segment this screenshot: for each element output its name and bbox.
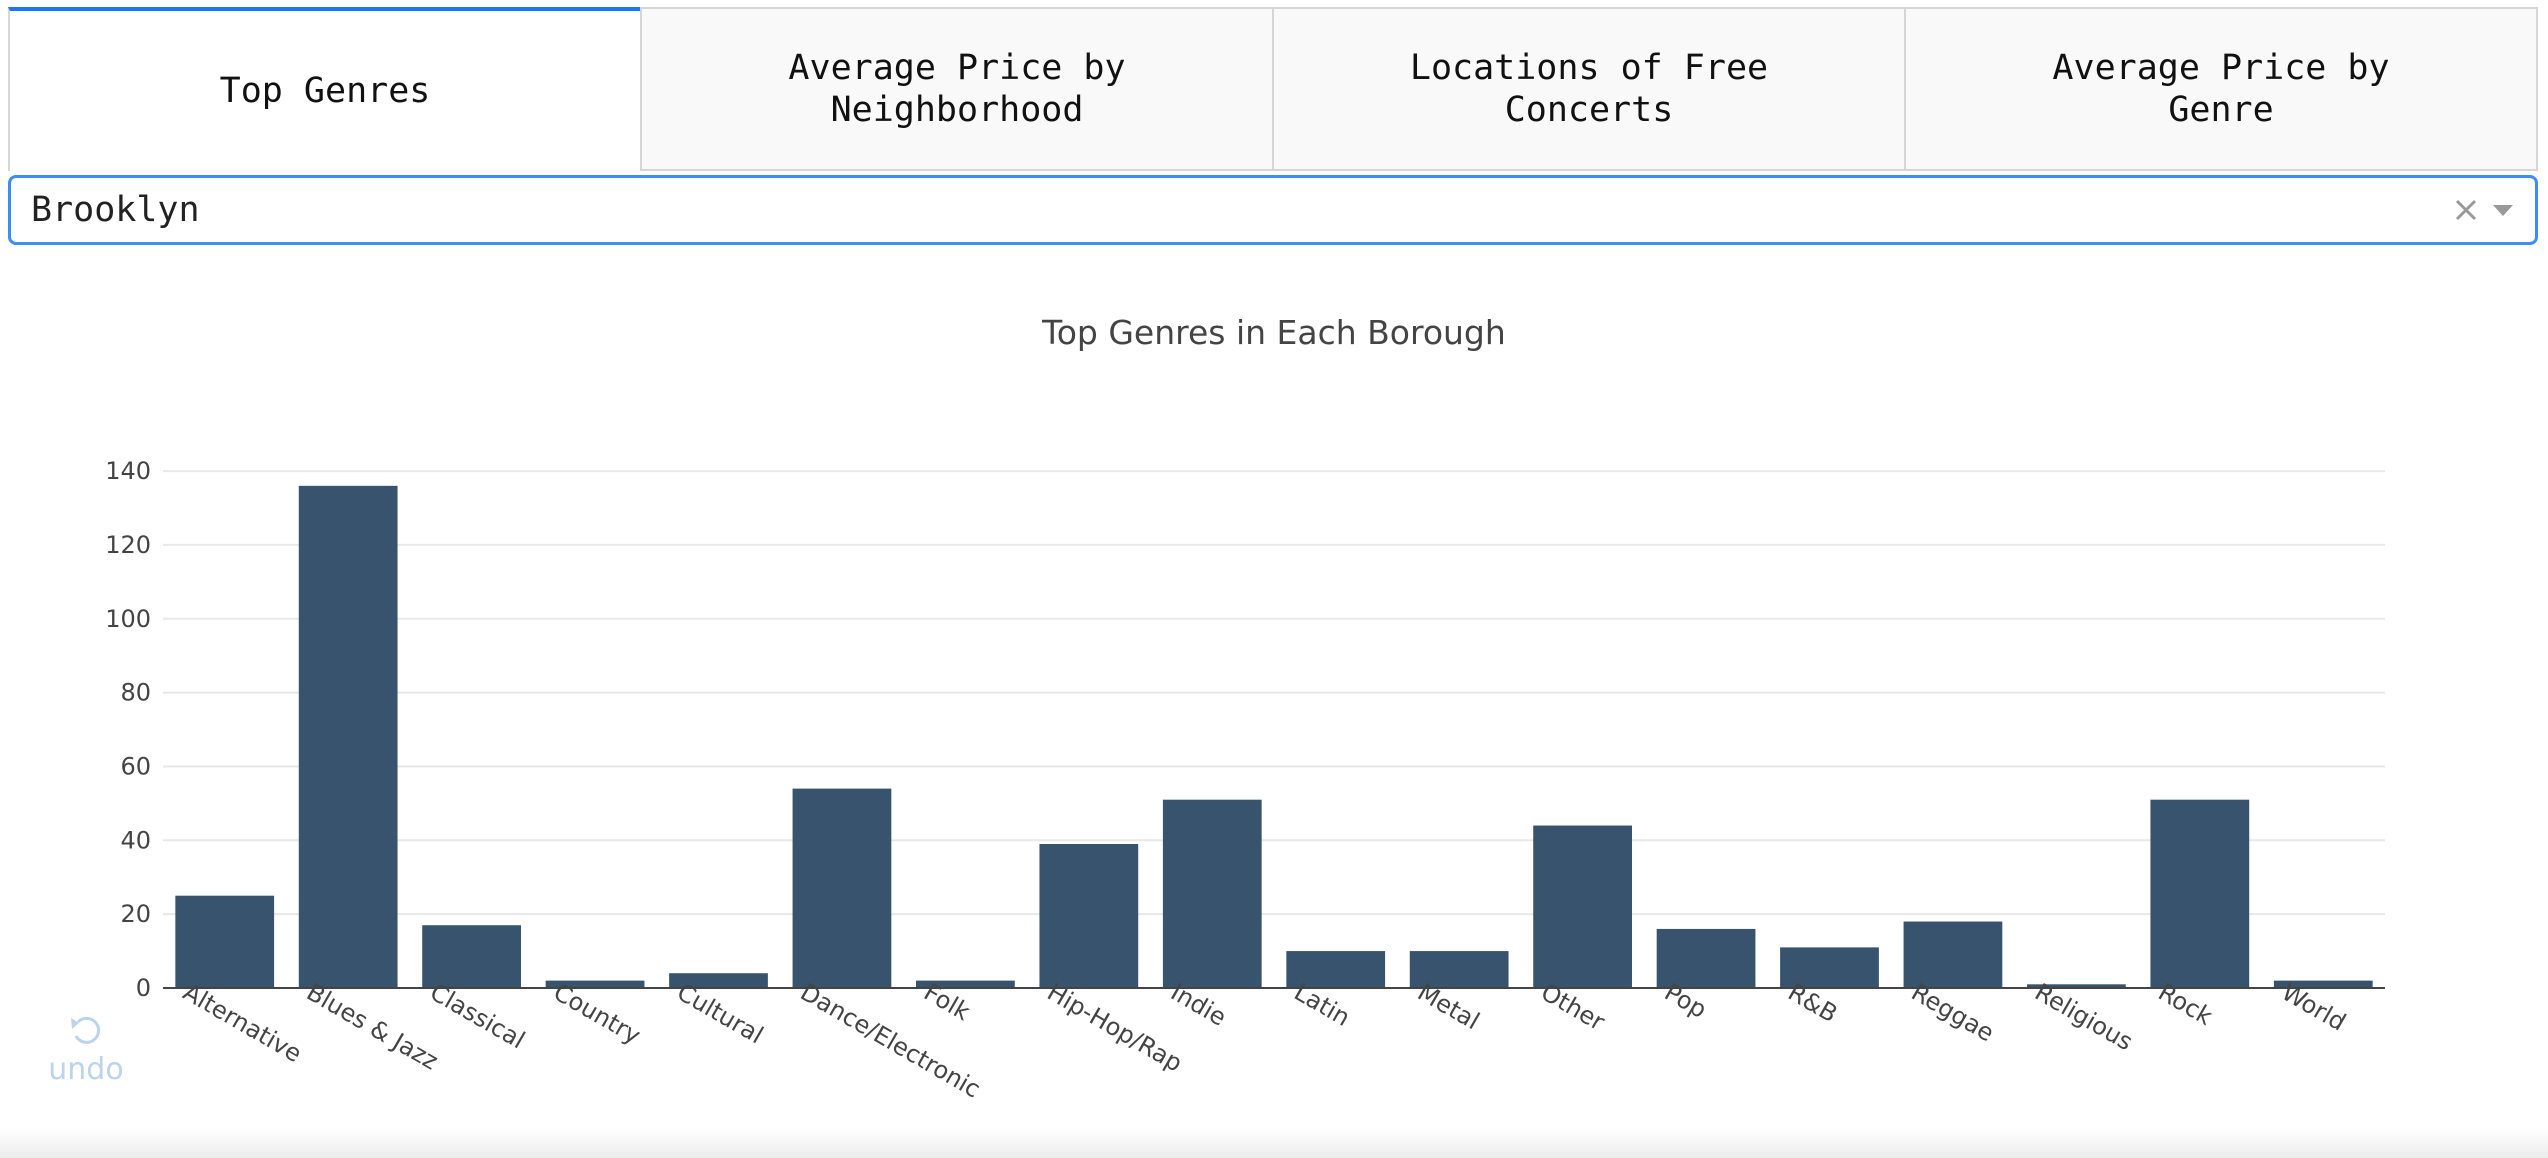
undo-label: undo (48, 1052, 124, 1087)
bar[interactable] (916, 980, 1015, 988)
tab-top-genres[interactable]: Top Genres (8, 7, 640, 171)
y-tick-label: 120 (105, 531, 151, 559)
tab-average-price-by-genre[interactable]: Average Price by Genre (1904, 7, 2538, 171)
bar[interactable] (1162, 799, 1262, 988)
bar[interactable] (1903, 921, 2003, 988)
close-icon[interactable] (2449, 193, 2483, 227)
bottom-shadow (0, 1128, 2548, 1158)
bar[interactable] (2150, 799, 2250, 988)
y-tick-label: 140 (105, 457, 151, 485)
y-tick-label: 60 (120, 752, 151, 780)
borough-dropdown[interactable]: Brooklyn (8, 175, 2538, 245)
bar[interactable] (1533, 825, 1632, 988)
y-tick-label: 0 (136, 974, 151, 1002)
tab-average-price-by-neighborhood[interactable]: Average Price by Neighborhood (640, 7, 1272, 171)
x-tick-label: Alternative (178, 978, 306, 1068)
x-tick-label: Religious (2030, 978, 2138, 1056)
y-tick-label: 100 (105, 605, 151, 633)
bar[interactable] (298, 485, 398, 988)
dropdown-selected-value: Brooklyn (31, 190, 200, 230)
bar[interactable] (1039, 844, 1139, 988)
bar[interactable] (1656, 928, 1756, 988)
y-tick-label: 40 (120, 826, 151, 854)
x-tick-label: Hip-Hop/Rap (1043, 978, 1188, 1078)
y-tick-label: 20 (120, 900, 151, 928)
bar[interactable] (1780, 947, 1879, 988)
bar[interactable] (422, 925, 521, 988)
bar[interactable] (2273, 980, 2373, 988)
undo-button[interactable]: undo (40, 1010, 132, 1087)
bar[interactable] (1286, 951, 1386, 988)
grid-lines (163, 470, 2385, 916)
chart-title: Top Genres in Each Borough (1042, 313, 1506, 352)
bar[interactable] (792, 788, 892, 988)
chevron-down-icon[interactable] (2489, 196, 2517, 224)
y-tick-label: 80 (120, 679, 151, 707)
tab-locations-of-free-concerts[interactable]: Locations of Free Concerts (1272, 7, 1904, 171)
bar[interactable] (2027, 984, 2126, 988)
bars (175, 485, 2373, 988)
tab-bar: Top Genres Average Price by Neighborhood… (8, 7, 2538, 171)
undo-icon (71, 1016, 101, 1044)
bar[interactable] (545, 980, 645, 988)
bar[interactable] (1409, 951, 1509, 988)
y-tick-labels: 0 20 40 60 80 100 120 140 (105, 457, 151, 1002)
bar[interactable] (669, 973, 768, 988)
x-tick-label: Blues & Jazz (302, 978, 443, 1076)
x-tick-label: Classical (425, 978, 529, 1054)
bar[interactable] (175, 895, 275, 988)
